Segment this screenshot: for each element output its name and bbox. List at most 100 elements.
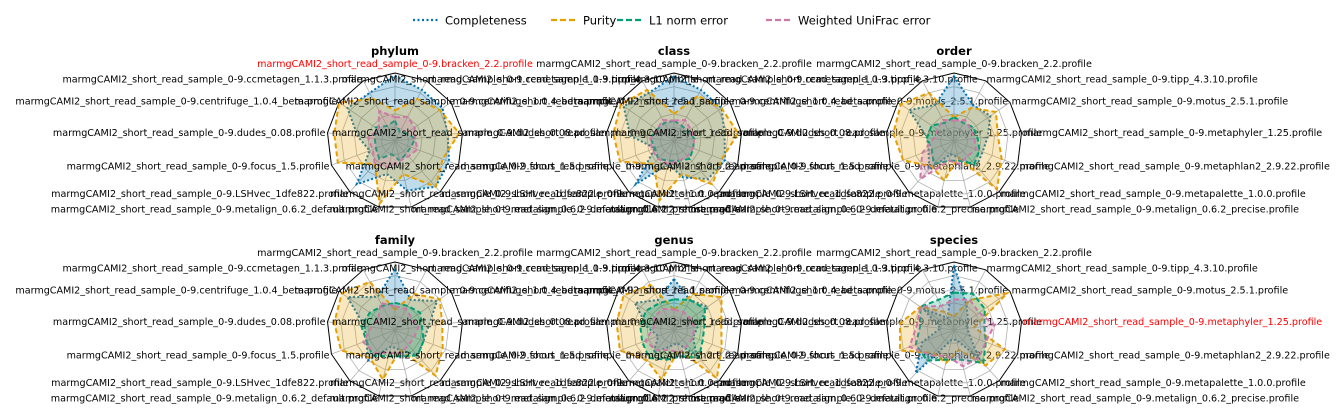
axis-label-0: marmgCAMI2_short_read_sample_0-9.bracken… — [257, 248, 533, 259]
series-l1-norm-error — [639, 298, 706, 361]
grid-ring-3 — [619, 86, 729, 195]
axis-label-3: marmgCAMI2_short_read_sample_0-9.metaphy… — [1023, 317, 1322, 328]
series-purity — [333, 97, 461, 207]
grid-ring-0 — [381, 315, 409, 344]
grid-ring-1 — [367, 113, 423, 168]
axis-label-4: marmgCAMI2_short_read_sample_0-9.metaphl… — [739, 161, 1050, 172]
grid-ring-0 — [660, 315, 688, 344]
grid-spoke-5 — [953, 140, 1000, 193]
grid-spoke-2 — [394, 291, 452, 331]
axis-label-9: marmgCAMI2_short_read_sample_0-9.focus_1… — [626, 350, 889, 361]
panel-title: genus — [654, 233, 693, 247]
grid-spoke-10 — [327, 132, 396, 142]
grid-spoke-10 — [606, 132, 675, 142]
grid-ring-2 — [633, 288, 715, 371]
axis-label-8: marmgCAMI2_short_read_sample_0-9.LSHvec_… — [51, 378, 348, 389]
axis-label-12: marmgCAMI2_short_read_sample_0-9.ccmetag… — [62, 75, 362, 86]
axis-label-9: marmgCAMI2_short_read_sample_0-9.focus_1… — [67, 161, 330, 172]
axis-label-10: marmgCAMI2_short_read_sample_0-9.dudes_0… — [332, 317, 605, 328]
grid-spoke-11 — [617, 102, 675, 142]
grid-ring-3 — [899, 86, 1009, 195]
grid-spoke-12 — [922, 80, 955, 142]
axis-label-7: marmgCAMI2_short_read_sample_0-9.metalig… — [51, 204, 379, 215]
axis-label-0: marmgCAMI2_short_read_sample_0-9.bracken… — [257, 59, 533, 70]
axis-label-2: marmgCAMI2_short_read_sample_0-9.motus_2… — [1012, 97, 1289, 108]
axis-label-12: marmgCAMI2_short_read_sample_0-9.ccmetag… — [341, 264, 641, 275]
axis-label-5: marmgCAMI2_short_read_sample_0-9.metapal… — [1000, 189, 1305, 200]
axis-label-4: marmgCAMI2_short_read_sample_0-9.metaphl… — [460, 350, 771, 361]
axis-label-2: marmgCAMI2_short_read_sample_0-9.motus_2… — [732, 97, 1009, 108]
axis-label-2: marmgCAMI2_short_read_sample_0-9.motus_2… — [732, 286, 1009, 297]
axis-label-12: marmgCAMI2_short_read_sample_0-9.ccmetag… — [62, 264, 362, 275]
axis-label-10: marmgCAMI2_short_read_sample_0-9.dudes_0… — [612, 317, 885, 328]
series-weighted-unifrac-error — [366, 109, 419, 169]
series-purity — [892, 91, 1003, 192]
series-completeness — [622, 75, 726, 188]
grid-spoke-7 — [657, 140, 675, 208]
grid-ring-0 — [940, 315, 968, 344]
panel-title: order — [936, 44, 972, 58]
radar-frame — [326, 261, 464, 397]
radar-frame — [885, 72, 1023, 208]
axis-label-7: marmgCAMI2_short_read_sample_0-9.metalig… — [330, 204, 658, 215]
axis-label-11: marmgCAMI2_short_read_sample_0-9.centrif… — [15, 286, 337, 297]
grid-spoke-5 — [394, 140, 441, 193]
grid-ring-2 — [633, 99, 715, 182]
series-purity — [615, 283, 723, 382]
axis-label-10: marmgCAMI2_short_read_sample_0-9.dudes_0… — [53, 128, 326, 139]
axis-label-0: marmgCAMI2_short_read_sample_0-9.bracken… — [536, 248, 812, 259]
grid-ring-3 — [899, 275, 1009, 384]
axis-label-4: marmgCAMI2_short_read_sample_0-9.metaphl… — [460, 161, 771, 172]
grid-spoke-3 — [953, 321, 1022, 331]
axis-label-11: marmgCAMI2_short_read_sample_0-9.centrif… — [294, 286, 616, 297]
radar-panel-species: speciesmarmgCAMI2_short_read_sample_0-9.… — [574, 233, 1330, 404]
legend: Completeness Purity L1 norm error Weighted … — [413, 14, 931, 28]
grid-spoke-6 — [394, 140, 412, 208]
series-weighted-unifrac-error — [649, 118, 696, 166]
axis-label-8: marmgCAMI2_short_read_sample_0-9.LSHvec_… — [51, 189, 348, 200]
radar-panel-order: ordermarmgCAMI2_short_read_sample_0-9.br… — [574, 44, 1330, 215]
axis-label-4: marmgCAMI2_short_read_sample_0-9.metaphl… — [739, 350, 1050, 361]
axis-label-5: marmgCAMI2_short_read_sample_0-9.metapal… — [720, 189, 1025, 200]
axis-label-6: marmgCAMI2_short_read_sample_0-9.metalig… — [971, 393, 1299, 404]
radar-frame — [326, 72, 464, 208]
grid-ring-1 — [646, 302, 702, 357]
axis-label-2: marmgCAMI2_short_read_sample_0-9.motus_2… — [453, 97, 730, 108]
axis-label-12: marmgCAMI2_short_read_sample_0-9.ccmetag… — [621, 264, 921, 275]
grid-spoke-1 — [953, 269, 986, 331]
radar-frame — [605, 261, 743, 397]
grid-spoke-3 — [394, 321, 463, 331]
grid-spoke-2 — [953, 291, 1011, 331]
grid-spoke-3 — [673, 132, 742, 142]
series-completeness — [633, 277, 709, 358]
axis-label-7: marmgCAMI2_short_read_sample_0-9.metalig… — [610, 204, 938, 215]
radar-frame — [605, 72, 743, 208]
series-l1-norm-error — [649, 119, 696, 162]
grid-spoke-8 — [628, 329, 675, 382]
axis-label-8: marmgCAMI2_short_read_sample_0-9.LSHvec_… — [330, 189, 627, 200]
grid-ring-3 — [619, 275, 729, 384]
axis-label-8: marmgCAMI2_short_read_sample_0-9.LSHvec_… — [330, 378, 627, 389]
series-weighted-unifrac-error — [361, 301, 420, 355]
series-l1-norm-error — [925, 116, 981, 166]
grid-spoke-5 — [953, 329, 1000, 382]
grid-ring-2 — [913, 99, 995, 182]
grid-spoke-1 — [953, 80, 986, 142]
axis-label-6: marmgCAMI2_short_read_sample_0-9.metalig… — [691, 204, 1019, 215]
axis-label-5: marmgCAMI2_short_read_sample_0-9.metapal… — [441, 189, 746, 200]
series-l1-norm-error — [373, 119, 417, 163]
grid-ring-0 — [940, 126, 968, 155]
axis-label-8: marmgCAMI2_short_read_sample_0-9.LSHvec_… — [610, 378, 907, 389]
grid-spoke-6 — [953, 329, 971, 397]
grid-ring-1 — [367, 302, 423, 357]
axis-label-12: marmgCAMI2_short_read_sample_0-9.ccmetag… — [621, 75, 921, 86]
legend-label-0: Completeness — [445, 14, 527, 28]
grid-spoke-7 — [657, 329, 675, 397]
grid-spoke-6 — [953, 140, 971, 208]
grid-spoke-3 — [394, 132, 463, 142]
grid-ring-2 — [354, 288, 436, 371]
axis-label-8: marmgCAMI2_short_read_sample_0-9.LSHvec_… — [610, 189, 907, 200]
grid-spoke-4 — [673, 329, 738, 355]
axis-label-6: marmgCAMI2_short_read_sample_0-9.metalig… — [971, 204, 1299, 215]
axis-label-11: marmgCAMI2_short_read_sample_0-9.centrif… — [574, 286, 896, 297]
